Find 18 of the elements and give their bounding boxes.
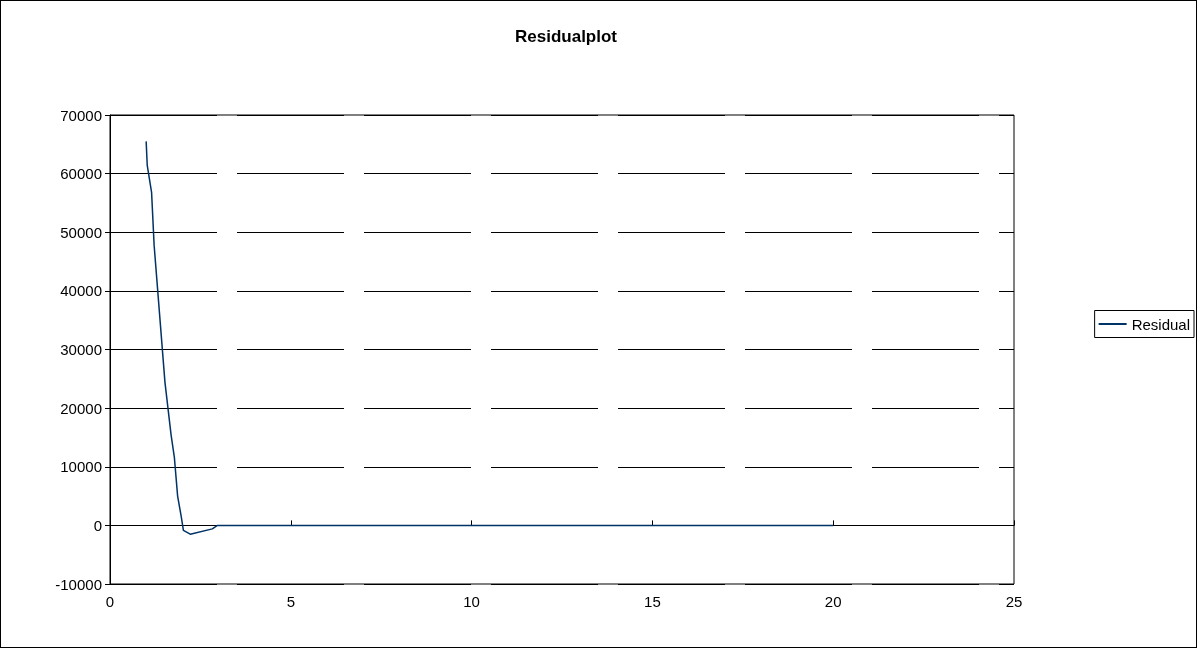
line-series bbox=[145, 140, 834, 535]
y-tick-label: 60000 bbox=[60, 165, 102, 183]
y-tick-label: 40000 bbox=[60, 282, 102, 300]
y-tick-label: -10000 bbox=[55, 575, 102, 593]
y-tick-label: 70000 bbox=[60, 106, 102, 124]
y-tick-label: 20000 bbox=[60, 399, 102, 417]
y-tick-label: 30000 bbox=[60, 341, 102, 358]
x-tick-label: 15 bbox=[644, 593, 661, 610]
x-tick-label: 0 bbox=[105, 593, 115, 610]
x-tick-label: 5 bbox=[286, 593, 295, 610]
chart-title: Residualplot bbox=[514, 27, 618, 46]
x-tick-label: 25 bbox=[1005, 593, 1023, 610]
x-tick-label: 20 bbox=[824, 593, 842, 610]
legend-label: Residual bbox=[1131, 315, 1191, 333]
y-tick-label: 0 bbox=[93, 516, 102, 534]
x-tick-label: 10 bbox=[463, 593, 480, 610]
y-tick-label: 50000 bbox=[60, 223, 102, 241]
y-tick-label: 10000 bbox=[60, 458, 102, 476]
